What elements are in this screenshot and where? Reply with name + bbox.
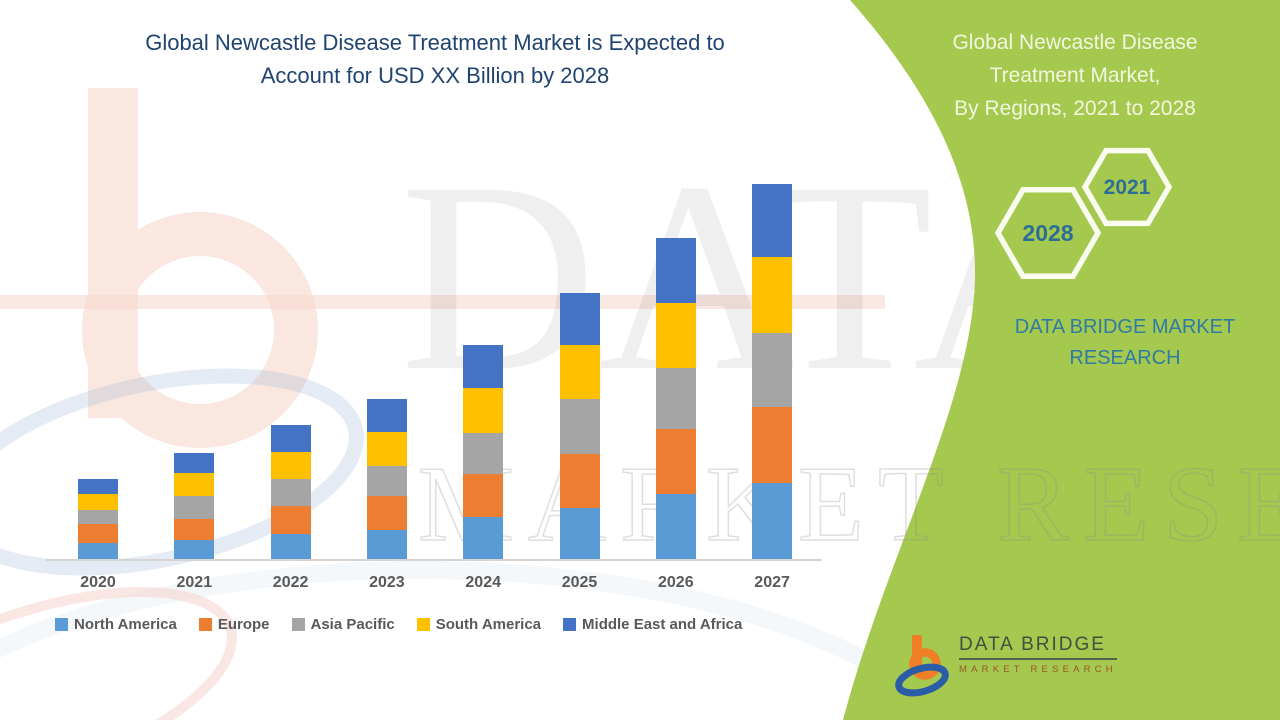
hexagon-2021 — [1081, 147, 1173, 227]
bar-segment-middle-east-and-africa-2025 — [559, 293, 600, 345]
legend-marker-south-america — [416, 618, 430, 631]
dbmr-logo: DATA BRIDGE MARKET RESEARCH — [895, 634, 1117, 698]
logo-b-bowl — [909, 648, 941, 680]
green-panel-title-line3: By Regions, 2021 to 2028 — [954, 97, 1196, 120]
bar-segment-europe-2024 — [463, 474, 504, 517]
legend-item-middle-east-and-africa: Middle East and Africa — [563, 616, 742, 633]
legend-label-south-america: South America — [435, 616, 542, 633]
x-axis-label-2020: 2020 — [80, 574, 116, 591]
brand-name-text: DATA BRIDGE MARKET RESEARCH — [980, 312, 1270, 374]
bar-segment-south-america-2027 — [752, 257, 793, 333]
page-title-line2: Account for USD XX Billion by 2028 — [260, 63, 610, 88]
bar-segment-north-america-2026 — [655, 494, 696, 559]
bar-segment-north-america-2020 — [78, 543, 118, 559]
legend-label-north-america: North America — [74, 616, 177, 633]
logo-blue-swoosh — [895, 663, 949, 697]
logo-tagline: MARKET RESEARCH — [959, 664, 1117, 675]
bar-segment-middle-east-and-africa-2021 — [174, 453, 215, 473]
page-title-line1: Global Newcastle Disease Treatment Marke… — [145, 30, 725, 55]
legend-item-asia-pacific: Asia Pacific — [291, 616, 395, 633]
bar-segment-asia-pacific-2020 — [78, 510, 118, 524]
bar-segment-asia-pacific-2022 — [270, 479, 311, 506]
bar-segment-middle-east-and-africa-2026 — [655, 238, 696, 303]
bar-segment-asia-pacific-2024 — [463, 433, 504, 474]
bar-segment-middle-east-and-africa-2022 — [270, 425, 311, 452]
bar-segment-europe-2026 — [655, 429, 696, 494]
watermark-blue-swoosh — [0, 368, 364, 576]
green-panel-title-line2: Treatment Market, — [989, 64, 1161, 87]
x-axis-label-2026: 2026 — [658, 574, 694, 591]
bar-segment-asia-pacific-2023 — [366, 466, 407, 496]
bar-segment-south-america-2023 — [366, 432, 407, 466]
legend-item-south-america: South America — [416, 616, 542, 633]
legend-label-asia-pacific: Asia Pacific — [310, 616, 395, 633]
bar-segment-asia-pacific-2026 — [655, 368, 696, 429]
hexagon-2028 — [994, 186, 1102, 280]
legend-item-europe: Europe — [198, 616, 270, 633]
x-axis-label-2024: 2024 — [465, 574, 501, 591]
bar-segment-north-america-2023 — [366, 530, 407, 559]
x-axis-line — [46, 559, 822, 561]
green-panel-title: Global Newcastle Disease Treatment Marke… — [930, 26, 1220, 125]
bar-segment-south-america-2025 — [559, 345, 600, 399]
bar-segment-europe-2023 — [366, 496, 407, 530]
bar-segment-middle-east-and-africa-2024 — [463, 345, 504, 388]
bar-segment-south-america-2021 — [174, 473, 215, 496]
bar-segment-middle-east-and-africa-2020 — [78, 479, 118, 494]
bar-segment-europe-2021 — [174, 519, 215, 540]
legend-marker-middle-east-and-africa — [563, 618, 577, 631]
bar-segment-middle-east-and-africa-2027 — [752, 184, 793, 257]
bar-segment-europe-2022 — [270, 506, 311, 534]
brand-name-line1: DATA BRIDGE MARKET — [1014, 316, 1236, 338]
green-panel-shape — [843, 0, 1280, 720]
page-title: Global Newcastle Disease Treatment Marke… — [50, 26, 820, 92]
watermark-b-bowl — [82, 212, 318, 448]
legend-marker-europe — [198, 618, 212, 631]
watermark-wide-arc — [0, 561, 957, 720]
bar-segment-north-america-2027 — [752, 483, 793, 559]
bar-segment-north-america-2021 — [174, 540, 215, 559]
watermark-pink-arc — [0, 586, 237, 720]
legend-label-europe: Europe — [217, 616, 270, 633]
chart-legend: North America Europe Asia Pacific South Ame… — [55, 616, 742, 633]
bar-segment-europe-2027 — [752, 407, 793, 483]
legend-label-middle-east-and-africa: Middle East and Africa — [582, 616, 743, 633]
x-axis-label-2027: 2027 — [754, 574, 790, 591]
brand-name-line2: RESEARCH — [1069, 347, 1181, 369]
bar-segment-south-america-2026 — [655, 303, 696, 368]
bar-segment-south-america-2022 — [270, 452, 311, 479]
bar-segment-asia-pacific-2027 — [752, 333, 793, 407]
watermark-outline-text: MARKET RESEARCH — [418, 445, 1280, 564]
hexagon-2021-label: 2021 — [1104, 176, 1151, 199]
x-axis-label-2025: 2025 — [561, 574, 598, 591]
x-axis-label-2022: 2022 — [272, 574, 309, 591]
legend-marker-asia-pacific — [291, 618, 305, 631]
hexagon-2028-label: 2028 — [1022, 220, 1073, 246]
bar-segment-north-america-2024 — [463, 517, 504, 559]
bar-segment-north-america-2025 — [559, 508, 600, 559]
bar-segment-middle-east-and-africa-2023 — [366, 399, 407, 432]
legend-item-north-america: North America — [55, 616, 177, 633]
x-axis-label-2021: 2021 — [176, 574, 213, 591]
x-axis-label-2023: 2023 — [369, 574, 405, 591]
legend-marker-north-america — [55, 618, 68, 631]
logo-text-block: DATA BRIDGE MARKET RESEARCH — [959, 634, 1117, 675]
bar-segment-asia-pacific-2025 — [559, 399, 600, 454]
bar-segment-europe-2020 — [78, 524, 118, 543]
dbmr-logo-icon — [895, 635, 949, 697]
logo-wordmark: DATA BRIDGE — [959, 634, 1117, 660]
bar-segment-asia-pacific-2021 — [174, 496, 215, 519]
green-panel-title-line1: Global Newcastle Disease — [952, 31, 1198, 54]
bar-segment-europe-2025 — [559, 454, 600, 508]
bar-segment-south-america-2020 — [78, 494, 118, 510]
bar-segment-north-america-2022 — [270, 534, 311, 559]
year-hexagons: 2021 2028 — [994, 147, 1173, 280]
bar-segment-south-america-2024 — [463, 388, 504, 433]
